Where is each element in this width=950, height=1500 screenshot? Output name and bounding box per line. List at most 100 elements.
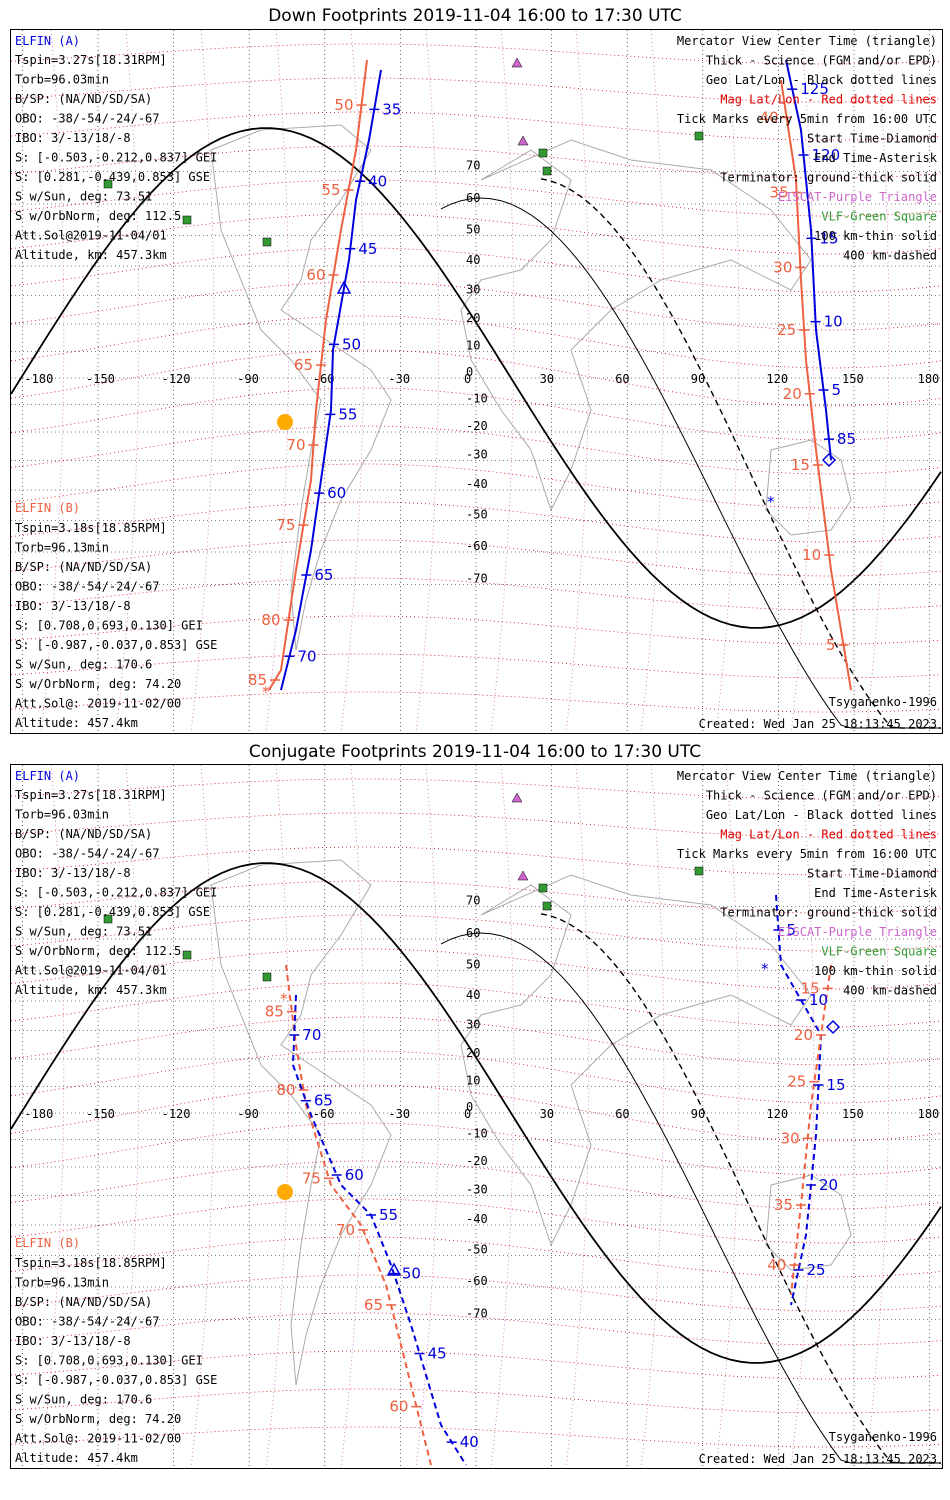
eiscat-triangle-icon xyxy=(517,135,529,146)
created-timestamp: Created: Wed Jan 25 18:13:45 2023 xyxy=(699,717,937,731)
vlf-square-icon xyxy=(182,215,192,225)
track-time-label: 60 xyxy=(345,1166,364,1184)
mag-parallel xyxy=(11,778,942,800)
elfin-a-info-line: Altitude, km: 457.3km xyxy=(15,248,167,262)
legend-line: Mercator View Center Time (triangle) xyxy=(677,34,937,48)
lon-tick-label: -60 xyxy=(313,1107,335,1121)
mag-meridian xyxy=(565,30,590,733)
track-time-label: 10 xyxy=(802,546,821,564)
mag-meridian xyxy=(340,30,365,733)
track-time-label: 20 xyxy=(783,385,802,403)
legend-line: Tick Marks every 5min from 16:00 UTC xyxy=(677,847,937,861)
track-time-label: 65 xyxy=(314,566,333,584)
track-time-label: 25 xyxy=(787,1073,806,1091)
lon-tick-label: 90 xyxy=(691,1107,705,1121)
eurasia-africa-coastline xyxy=(460,874,812,1247)
lon-tick-label: 150 xyxy=(842,372,864,386)
lon-tick-label: 180 xyxy=(918,372,940,386)
elfin-b-info-line: OBO: -38/-54/-24/-67 xyxy=(15,1315,160,1329)
mag-parallel xyxy=(11,501,942,543)
track-time-label: 35 xyxy=(774,1196,793,1214)
lon-tick-label: 0 xyxy=(464,1107,471,1121)
mag-parallel xyxy=(11,691,942,713)
legend-line: End Time-Asterisk xyxy=(814,886,938,900)
legend-line: EISCAT-Purple Triangle xyxy=(778,925,937,939)
lat-tick-label: 70 xyxy=(466,159,480,173)
mag-meridian xyxy=(490,765,515,1468)
track-time-label: 5 xyxy=(832,381,842,399)
end-asterisk-icon: * xyxy=(767,493,775,511)
terminator-100km xyxy=(440,197,941,729)
lat-tick-label: 50 xyxy=(466,223,480,237)
end-asterisk-icon: * xyxy=(280,990,288,1008)
lon-tick-label: -180 xyxy=(24,1107,53,1121)
australia-coastline xyxy=(765,1174,852,1271)
mag-parallel xyxy=(11,1388,942,1414)
vlf-square-icon xyxy=(262,972,272,982)
elfin-b-info-line: Tspin=3.18s[18.85RPM] xyxy=(15,521,167,535)
legend-line: Start Time-Diamond xyxy=(807,867,937,881)
mag-parallel xyxy=(11,387,942,441)
track-time-label: 15 xyxy=(827,1076,846,1094)
center-time-triangle-icon xyxy=(386,1262,402,1276)
elfin-b-title: ELFIN (B) xyxy=(15,501,80,515)
vlf-square-icon xyxy=(103,179,113,189)
elfin-a-title: ELFIN (A) xyxy=(15,769,80,783)
lon-tick-label: 120 xyxy=(766,1107,788,1121)
elfin-b-info-line: S: [-0.987,-0.037,0.853] GSE xyxy=(15,1373,217,1387)
lat-tick-label: -70 xyxy=(466,1307,488,1321)
mag-parallel xyxy=(11,213,942,255)
end-asterisk-icon: * xyxy=(262,683,270,701)
track-time-label: 65 xyxy=(364,1296,383,1314)
elfin-b-info-line: Tspin=3.18s[18.85RPM] xyxy=(15,1256,167,1270)
elfin-a-info-line: B/SP: (NA/ND/SD/SA) xyxy=(15,92,152,106)
track-time-label: 125 xyxy=(800,80,829,98)
track-time-label: 55 xyxy=(379,1206,398,1224)
lon-tick-label: 90 xyxy=(691,372,705,386)
track-time-label: 35 xyxy=(382,100,401,118)
australia-coastline xyxy=(765,439,852,536)
track-time-label: 10 xyxy=(824,313,843,331)
track-time-label: 80 xyxy=(276,1081,295,1099)
elfin-b-info-line: S w/OrbNorm, deg: 74.20 xyxy=(15,1412,181,1426)
mag-meridian xyxy=(715,30,740,733)
sun-icon xyxy=(277,414,293,430)
track-time-label: 5 xyxy=(787,921,797,939)
legend-line: Mag Lat/Lon - Red dotted lines xyxy=(720,828,937,842)
lat-tick-label: 60 xyxy=(466,191,480,205)
lat-tick-label: -60 xyxy=(466,1274,488,1288)
elfin-b-track xyxy=(285,964,432,1466)
legend-line: Thick - Science (FGM and/or EPD) xyxy=(706,789,937,803)
lon-tick-label: 30 xyxy=(540,372,554,386)
eurasia-africa-coastline xyxy=(460,139,812,512)
vlf-square-icon xyxy=(538,148,548,158)
lat-tick-label: -20 xyxy=(466,419,488,433)
vlf-square-icon xyxy=(694,131,704,141)
elfin-b-info-line: S: [-0.987,-0.037,0.853] GSE xyxy=(15,638,217,652)
track-time-label: 30 xyxy=(773,259,792,277)
elfin-a-track xyxy=(280,69,382,691)
legend-line: Start Time-Diamond xyxy=(807,132,937,146)
track-time-label: 70 xyxy=(297,647,316,665)
elfin-b-info-line: B/SP: (NA/ND/SD/SA) xyxy=(15,560,152,574)
lat-tick-label: 70 xyxy=(466,894,480,908)
vlf-square-icon xyxy=(182,950,192,960)
elfin-b-info-line: S: [0.708,0.693,0.130] GEI xyxy=(15,619,203,633)
elfin-a-info-line: Att.Sol@2019-11-04/01 xyxy=(15,229,167,243)
elfin-a-info-line: Tspin=3.27s[18.31RPM] xyxy=(15,53,167,67)
track-time-label: 70 xyxy=(336,1221,355,1239)
track-time-label: 50 xyxy=(342,335,361,353)
mag-parallel xyxy=(11,1426,942,1448)
elfin-b-info-line: OBO: -38/-54/-24/-67 xyxy=(15,580,160,594)
mag-parallel xyxy=(11,1236,942,1278)
elfin-b-track xyxy=(268,59,368,691)
legend-line: Thick - Science (FGM and/or EPD) xyxy=(706,54,937,68)
lon-tick-label: -30 xyxy=(388,372,410,386)
lat-tick-label: -40 xyxy=(466,1212,488,1226)
track-time-label: 45 xyxy=(358,240,377,258)
americas-coastline xyxy=(210,124,392,651)
lat-tick-label: -10 xyxy=(466,392,488,406)
center-time-triangle-icon xyxy=(336,280,352,294)
lon-tick-label: -120 xyxy=(162,372,191,386)
elfin-a-track xyxy=(291,994,467,1466)
